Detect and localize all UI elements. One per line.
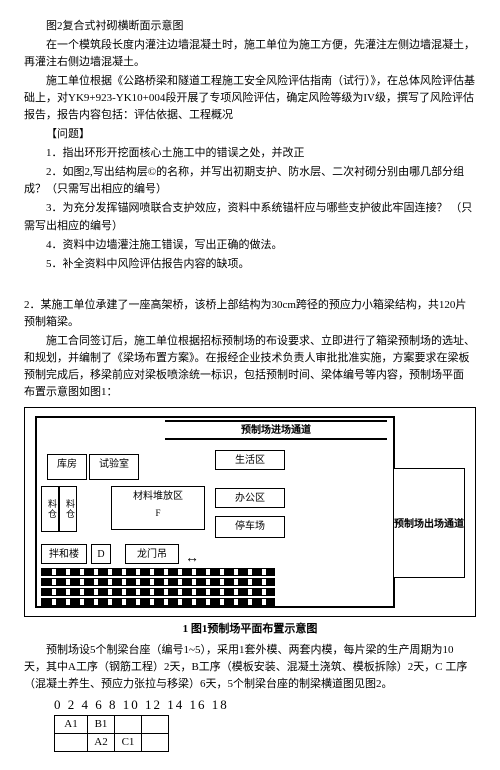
question-3: 3．为充分发挥锚网喷联合支护效应，资料中系统锚杆应与哪些支护彼此牢固连接？ （只… [24,200,476,234]
box-banhe: 拌和楼 [41,544,87,564]
box-bangong: 办公区 [215,488,285,508]
cell [142,734,169,752]
question-1: 1．指出环形开挖面核心土施工中的错误之处，并改正 [24,145,476,162]
fig2-caption: 图2复合式衬砌横断面示意图 [24,18,476,35]
cailiao-label: 材料堆放区 [133,491,183,502]
paragraph-1: 在一个模筑段长度内灌注边墙混凝土时，施工单位为施工方便，先灌注左侧边墙混凝土，再… [24,37,476,71]
box-gantry: 龙门吊 [125,544,179,564]
box-kufang: 库房 [47,454,87,480]
cell: A2 [88,734,115,752]
beam-row [41,568,275,576]
road-in-label: 预制场进场通道 [241,423,311,439]
table-row: A2 C1 [55,734,169,752]
box-d: D [91,544,111,564]
case2-p3: 预制场设5个制梁台座（编号1~5），采用1套外模、两套内模，每片梁的生产周期为1… [24,642,476,693]
box-cailiao: 材料堆放区 F [111,486,205,530]
road-out: 预制场出场通道 [393,468,465,578]
beam-pedestals [41,568,275,604]
beam-row [41,598,275,606]
silo-1: 料仓 [41,486,59,532]
beam-row [41,578,275,586]
road-in: 预制场进场通道 [165,420,387,440]
silo-2: 料仓 [59,486,77,532]
question-2: 2．如图2,写出结构层©的名称，并写出初期支护、防水层、二次衬砌分别由哪几部分组… [24,164,476,198]
case2-intro: 2．某施工单位承建了一座高架桥，该桥上部结构为30cm跨径的预应力小箱梁结构，共… [24,297,476,331]
paragraph-2: 施工单位根据《公路桥梁和隧道工程施工安全风险评估指南（试行）》，在总体风险评估基… [24,73,476,124]
figure-1-caption: 1 图1预制场平面布置示意图 [24,621,476,638]
box-tingche: 停车场 [215,516,285,538]
cell [115,716,142,734]
schedule-table: A1 B1 A2 C1 [54,715,169,752]
case2-p2: 施工合同签订后，施工单位根据招标预制场的布设要求、立即进行了箱梁预制场的选址、和… [24,333,476,401]
cell [142,716,169,734]
wenti-heading: 【问题】 [24,126,476,143]
box-shiyan: 试验室 [89,454,139,480]
beam-row [41,588,275,596]
cell: A1 [55,716,88,734]
cell: C1 [115,734,142,752]
cailiao-sub: F [112,507,204,521]
cell: B1 [88,716,115,734]
cell [55,734,88,752]
question-4: 4．资料中边墙灌注施工错误，写出正确的做法。 [24,237,476,254]
schedule-axis-numbers: 0 2 4 6 8 10 12 14 16 18 [54,695,476,715]
table-row: A1 B1 [55,716,169,734]
road-out-label: 预制场出场通道 [394,519,464,530]
gantry-arrow-icon: ↔ [185,548,199,570]
figure-1-layout: 预制场进场通道 预制场出场通道 库房 试验室 生活区 料仓 料仓 材料堆放区 F… [24,407,476,617]
question-5: 5．补全资料中风险评估报告内容的缺项。 [24,256,476,273]
box-shenghuo: 生活区 [215,450,285,470]
